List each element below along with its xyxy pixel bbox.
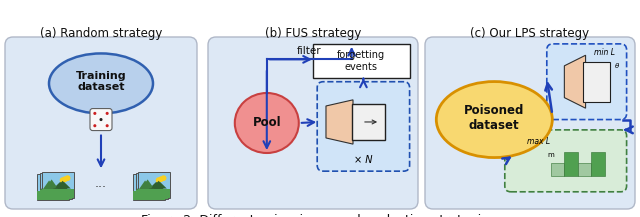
FancyBboxPatch shape [90,108,112,131]
Text: filter: filter [297,46,321,56]
Text: min L: min L [594,48,615,58]
Polygon shape [139,181,152,189]
Ellipse shape [158,176,164,182]
Text: Pool: Pool [253,117,281,130]
FancyBboxPatch shape [136,173,168,199]
FancyBboxPatch shape [42,172,74,198]
Polygon shape [326,100,353,144]
Polygon shape [55,181,71,189]
FancyBboxPatch shape [564,152,578,176]
FancyBboxPatch shape [551,163,564,176]
Polygon shape [151,181,167,189]
Ellipse shape [235,93,299,153]
FancyBboxPatch shape [133,174,165,200]
FancyBboxPatch shape [317,82,410,171]
FancyBboxPatch shape [37,191,69,200]
Polygon shape [141,179,154,189]
Ellipse shape [106,112,109,115]
FancyBboxPatch shape [578,163,591,176]
FancyBboxPatch shape [42,189,74,198]
Polygon shape [45,179,58,189]
Ellipse shape [99,118,102,121]
Ellipse shape [65,175,70,181]
Ellipse shape [62,176,68,182]
Ellipse shape [49,53,153,113]
FancyBboxPatch shape [136,189,168,199]
Ellipse shape [161,175,166,181]
Text: Poisoned
dataset: Poisoned dataset [464,104,525,132]
Text: (a) Random strategy: (a) Random strategy [40,27,162,40]
Polygon shape [43,181,56,189]
Ellipse shape [60,177,65,183]
Text: max L: max L [527,136,550,146]
Text: $\theta$: $\theta$ [614,61,620,70]
Text: × N: × N [354,155,372,165]
FancyBboxPatch shape [313,44,410,78]
FancyBboxPatch shape [40,189,72,199]
Text: forgetting
events: forgetting events [337,50,385,72]
Text: (c) Our LPS strategy: (c) Our LPS strategy [470,27,589,40]
Polygon shape [146,183,162,191]
FancyBboxPatch shape [138,189,170,198]
Ellipse shape [93,124,97,127]
Text: m: m [548,152,554,158]
FancyBboxPatch shape [547,44,627,120]
FancyBboxPatch shape [208,37,418,209]
Ellipse shape [106,124,109,127]
FancyBboxPatch shape [591,152,605,176]
FancyBboxPatch shape [505,130,627,192]
Polygon shape [148,182,164,189]
FancyBboxPatch shape [40,173,72,199]
Text: (b) FUS strategy: (b) FUS strategy [265,27,361,40]
FancyBboxPatch shape [5,37,197,209]
Polygon shape [40,181,53,191]
Ellipse shape [93,112,97,115]
Polygon shape [52,182,68,189]
FancyBboxPatch shape [133,191,165,200]
FancyBboxPatch shape [583,62,610,102]
FancyBboxPatch shape [425,37,635,209]
Text: Training
dataset: Training dataset [76,71,126,92]
Text: Figure 2: Different poisoning sample selection strategies.: Figure 2: Different poisoning sample sel… [141,214,499,217]
Ellipse shape [436,82,552,158]
FancyBboxPatch shape [351,104,385,140]
FancyBboxPatch shape [37,174,69,200]
Polygon shape [564,55,586,108]
Polygon shape [136,181,149,191]
Text: ...: ... [95,177,107,190]
Ellipse shape [156,177,161,183]
Polygon shape [50,183,66,191]
FancyBboxPatch shape [138,172,170,198]
